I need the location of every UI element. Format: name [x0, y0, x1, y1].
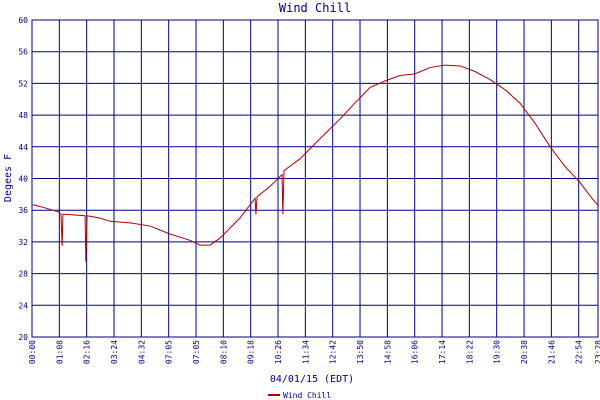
x-tick-label: 14:58: [383, 340, 392, 364]
y-tick-label: 36: [18, 206, 28, 215]
x-tick-label: 11:34: [301, 340, 310, 364]
x-tick-label: 00:00: [28, 340, 37, 364]
data-line: [32, 64, 599, 262]
x-tick-label: 16:06: [411, 340, 420, 364]
x-tick-label: 08:10: [219, 340, 228, 364]
chart-title: Wind Chill: [279, 1, 351, 15]
legend-label: Wind Chill: [283, 391, 331, 400]
x-tick-label: 02:16: [83, 340, 92, 364]
x-tick-label: 03:24: [110, 340, 119, 364]
x-axis-label: 04/01/15 (EDT): [270, 374, 354, 385]
y-tick-label: 44: [18, 143, 28, 152]
x-tick-label: 01:08: [55, 340, 64, 364]
x-tick-label: 07:05: [192, 340, 201, 364]
y-axis-label: Degees F: [3, 154, 14, 202]
y-tick-label: 52: [18, 79, 28, 88]
y-tick-label: 28: [18, 270, 28, 279]
y-tick-label: 24: [18, 301, 28, 310]
y-tick-label: 60: [18, 16, 28, 25]
y-tick-label: 32: [18, 238, 28, 247]
x-tick-label: 13:50: [356, 340, 365, 364]
y-tick-label: 20: [18, 333, 28, 342]
x-tick-label: 12:42: [329, 340, 338, 364]
x-tick-label: 22:54: [575, 340, 584, 364]
y-tick-label: 40: [18, 175, 28, 184]
x-tick-label: 18:22: [465, 340, 474, 364]
x-tick-label: 21:46: [547, 340, 556, 364]
x-tick-label: 07:05: [165, 340, 174, 364]
y-tick-label: 56: [18, 48, 28, 57]
x-tick-label: 23:28: [594, 340, 600, 364]
y-tick-label: 48: [18, 111, 28, 120]
x-tick-label: 19:30: [493, 340, 502, 364]
x-tick-label: 10:26: [274, 340, 283, 364]
x-tick-label: 20:38: [520, 340, 529, 364]
x-tick-label: 09:18: [247, 340, 256, 364]
x-tick-label: 04:32: [137, 340, 146, 364]
x-tick-label: 17:14: [438, 340, 447, 364]
